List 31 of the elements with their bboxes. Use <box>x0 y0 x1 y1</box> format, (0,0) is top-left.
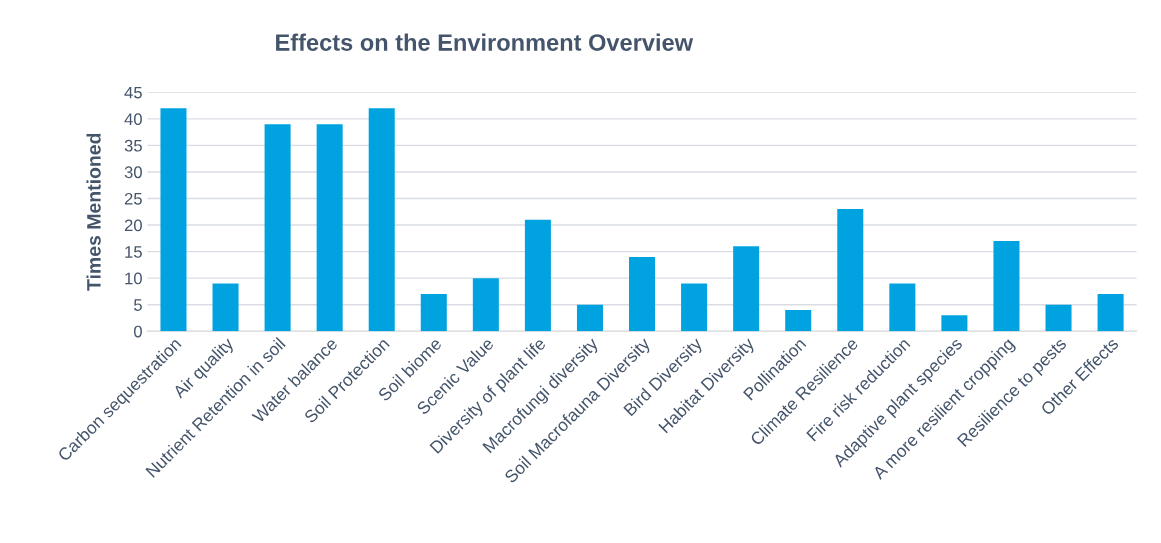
bar <box>733 246 760 332</box>
bar <box>160 108 187 332</box>
bar <box>993 240 1020 332</box>
y-axis-title: Times Mentioned <box>86 133 101 291</box>
bar <box>1045 304 1072 332</box>
y-tick-label: 20 <box>124 219 142 232</box>
bar <box>837 209 864 332</box>
y-tick-label: 40 <box>124 113 142 126</box>
y-tick-label: 25 <box>124 192 142 205</box>
bar <box>1097 294 1124 332</box>
bar <box>212 283 239 332</box>
bar <box>889 283 916 332</box>
y-tick-label: 10 <box>125 272 142 285</box>
bar <box>681 283 708 332</box>
bar <box>524 219 551 332</box>
y-tick-label: 15 <box>125 246 142 258</box>
y-tick-label: 45 <box>124 86 142 99</box>
bar <box>368 108 395 332</box>
y-tick-label: 35 <box>124 139 142 152</box>
bar <box>316 124 343 332</box>
bar <box>472 278 499 332</box>
y-tick-label: 0 <box>133 325 142 338</box>
chart-title: Effects on the Environment Overview <box>276 33 694 51</box>
y-tick-label: 5 <box>133 299 142 311</box>
bar <box>941 315 968 332</box>
bar <box>785 309 812 332</box>
bar <box>420 294 447 332</box>
bar <box>264 124 291 332</box>
bar <box>576 304 603 332</box>
bar <box>629 256 656 332</box>
y-tick-label: 30 <box>124 166 142 179</box>
